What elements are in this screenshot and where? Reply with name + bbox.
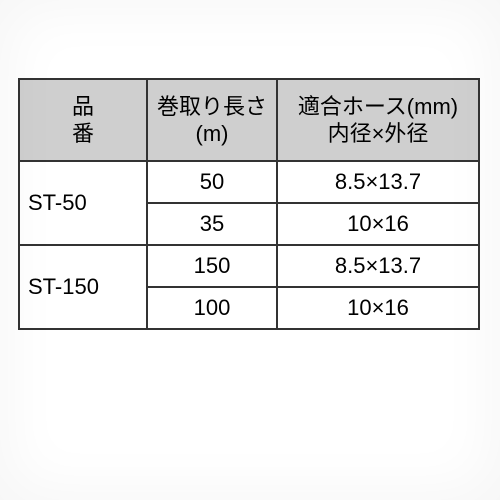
spec-table-container: 品 番 巻取り長さ (m) 適合ホース(mm) 内径×外径 ST-50 50 8… [18, 78, 478, 330]
col-header-hose-line2: 内径×外径 [328, 121, 429, 146]
cell-length: 50 [147, 161, 277, 203]
col-header-hose-line1: 適合ホース(mm) [298, 94, 458, 119]
cell-length: 150 [147, 245, 277, 287]
table-row: ST-150 150 8.5×13.7 [19, 245, 479, 287]
table-row: ST-50 50 8.5×13.7 [19, 161, 479, 203]
cell-part-no: ST-50 [19, 161, 147, 245]
col-header-length: 巻取り長さ (m) [147, 79, 277, 161]
cell-hose: 10×16 [277, 287, 479, 329]
spec-table: 品 番 巻取り長さ (m) 適合ホース(mm) 内径×外径 ST-50 50 8… [18, 78, 480, 330]
table-header-row: 品 番 巻取り長さ (m) 適合ホース(mm) 内径×外径 [19, 79, 479, 161]
cell-hose: 10×16 [277, 203, 479, 245]
cell-length: 35 [147, 203, 277, 245]
col-header-hose: 適合ホース(mm) 内径×外径 [277, 79, 479, 161]
cell-hose: 8.5×13.7 [277, 161, 479, 203]
col-header-part-no: 品 番 [19, 79, 147, 161]
cell-length: 100 [147, 287, 277, 329]
col-header-length-line1: 巻取り長さ [157, 94, 267, 119]
col-header-length-line2: (m) [196, 121, 229, 146]
cell-part-no: ST-150 [19, 245, 147, 329]
cell-hose: 8.5×13.7 [277, 245, 479, 287]
